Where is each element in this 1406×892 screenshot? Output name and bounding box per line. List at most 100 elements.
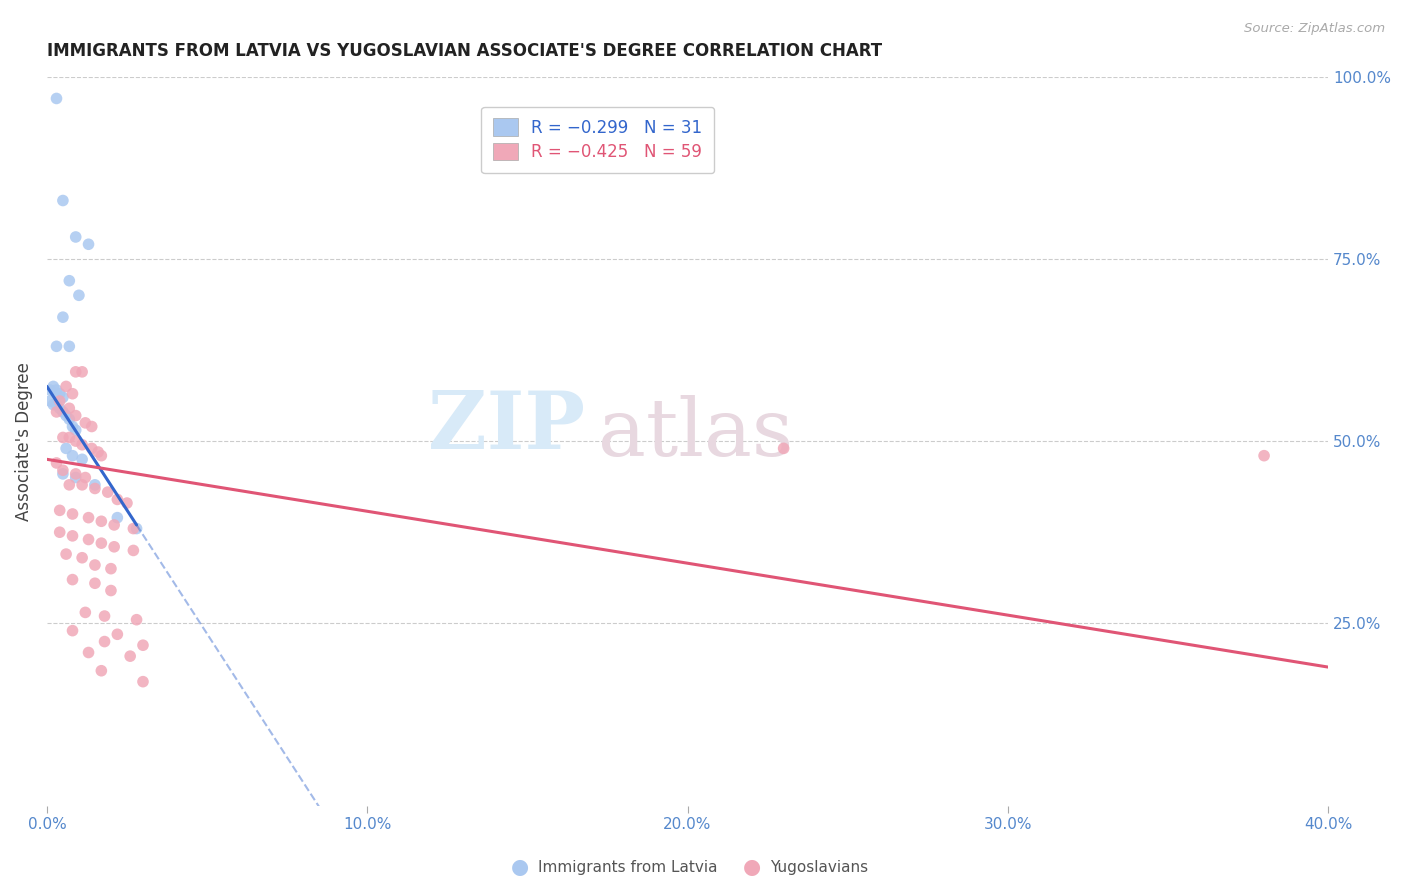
Text: Yugoslavians: Yugoslavians [770, 860, 869, 874]
Point [52, 194, 75, 208]
Point [48, 386, 70, 401]
Legend: R = −0.299   N = 31, R = −0.425   N = 59: R = −0.299 N = 31, R = −0.425 N = 59 [481, 107, 714, 173]
Point [45, 405, 67, 419]
Point [77, 237, 100, 252]
Point [70, 478, 93, 492]
Point [67, 288, 90, 302]
Point [70, 438, 93, 452]
Point [45, 398, 67, 412]
Point [42, 379, 65, 393]
Point [84, 576, 107, 591]
Point [93, 634, 115, 648]
Point [125, 613, 148, 627]
Point [105, 627, 128, 641]
Point [120, 649, 142, 664]
Point [62, 419, 84, 434]
Point [132, 674, 155, 689]
Point [84, 482, 107, 496]
Point [39, 383, 62, 397]
Y-axis label: Associate's Degree: Associate's Degree [15, 361, 32, 521]
Point [52, 467, 75, 481]
Point [62, 449, 84, 463]
Point [48, 394, 70, 409]
Point [52, 390, 75, 404]
Point [39, 394, 62, 409]
Point [105, 492, 128, 507]
Point [55, 442, 77, 456]
Text: Source: ZipAtlas.com: Source: ZipAtlas.com [1244, 22, 1385, 36]
Point [58, 430, 80, 444]
Text: ZIP: ZIP [427, 387, 585, 466]
Point [48, 503, 70, 517]
Point [77, 646, 100, 660]
Point [90, 514, 112, 528]
Text: IMMIGRANTS FROM LATVIA VS YUGOSLAVIAN ASSOCIATE'S DEGREE CORRELATION CHART: IMMIGRANTS FROM LATVIA VS YUGOSLAVIAN AS… [46, 42, 882, 60]
Point [58, 274, 80, 288]
Point [87, 445, 110, 459]
Point [45, 456, 67, 470]
Text: atlas: atlas [598, 395, 793, 473]
Point [65, 230, 87, 244]
Point [55, 379, 77, 393]
Point [125, 522, 148, 536]
Point [55, 409, 77, 423]
Text: Immigrants from Latvia: Immigrants from Latvia [538, 860, 718, 874]
Point [105, 510, 128, 524]
Point [115, 496, 138, 510]
Point [90, 664, 112, 678]
Point [75, 606, 97, 620]
Point [90, 449, 112, 463]
Point [62, 529, 84, 543]
Point [48, 525, 70, 540]
Point [80, 419, 103, 434]
Point [70, 550, 93, 565]
Point [93, 609, 115, 624]
Point [42, 398, 65, 412]
Point [58, 478, 80, 492]
Point [65, 423, 87, 437]
Point [70, 365, 93, 379]
Point [52, 405, 75, 419]
Point [70, 452, 93, 467]
Point [100, 562, 122, 576]
Point [77, 533, 100, 547]
Point [62, 624, 84, 638]
Point [58, 401, 80, 416]
Text: ●: ● [512, 857, 529, 877]
Point [62, 573, 84, 587]
Point [48, 401, 70, 416]
Point [75, 416, 97, 430]
Point [80, 442, 103, 456]
Point [58, 339, 80, 353]
Point [52, 310, 75, 325]
Point [65, 470, 87, 484]
Point [62, 507, 84, 521]
Point [62, 386, 84, 401]
Point [65, 409, 87, 423]
Point [772, 442, 794, 456]
Point [84, 558, 107, 572]
Point [52, 430, 75, 444]
Point [122, 522, 145, 536]
Point [132, 638, 155, 652]
Point [65, 365, 87, 379]
Point [65, 467, 87, 481]
Point [103, 540, 125, 554]
Point [55, 547, 77, 561]
Point [45, 383, 67, 397]
Text: ●: ● [744, 857, 761, 877]
Point [52, 463, 75, 477]
Point [84, 478, 107, 492]
Point [90, 536, 112, 550]
Point [77, 510, 100, 524]
Point [100, 583, 122, 598]
Point [103, 517, 125, 532]
Point [122, 543, 145, 558]
Point [1253, 449, 1275, 463]
Point [65, 434, 87, 448]
Point [58, 412, 80, 426]
Point [97, 485, 120, 500]
Point [45, 339, 67, 353]
Point [75, 470, 97, 484]
Point [45, 91, 67, 105]
